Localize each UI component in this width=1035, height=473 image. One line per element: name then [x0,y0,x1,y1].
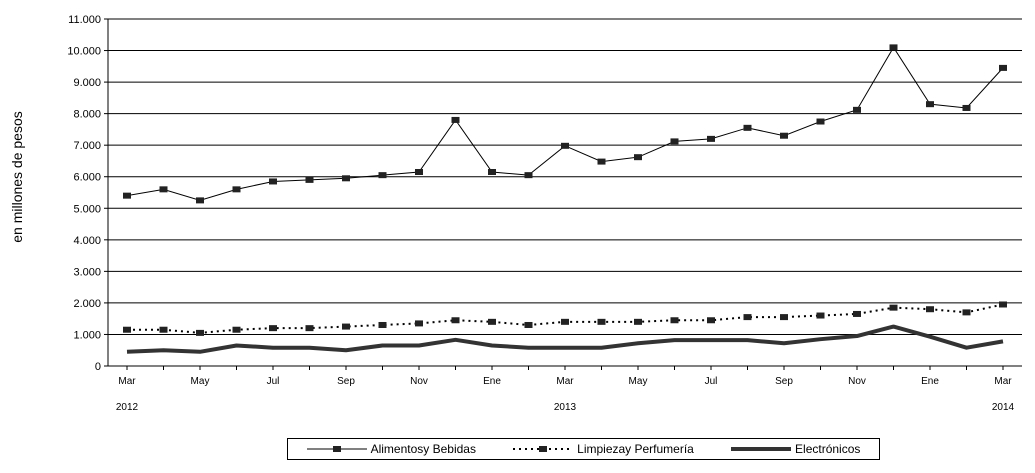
legend-line-dotted-marker-icon [513,446,574,452]
data-point [196,329,204,336]
data-point [451,116,460,123]
data-point [889,44,898,51]
series-line [126,324,1004,354]
x-tick-label: May [629,376,648,387]
y-tick-label: 11.000 [68,14,101,26]
data-point [743,314,752,321]
x-tick-labels: Mar May Jul Sep Nov Ene Mar May Jul Sep Nov Ene Mar [118,376,1012,387]
data-point [926,306,934,313]
data-point [853,310,861,317]
data-point [488,168,496,175]
data-point [962,309,971,316]
legend-label: Alimentosy Bebidas [370,442,476,456]
data-point [123,326,131,333]
legend: Alimentosy Bebidas Limpiezay Perfumería … [287,438,880,460]
x-tick-label: Jul [705,376,718,387]
data-point [378,321,387,328]
x-tick-label: Nov [848,376,866,387]
x-tick-label: Sep [775,376,793,387]
data-point [853,106,861,113]
x-tick-label: May [191,376,210,387]
data-point [816,118,825,125]
year-label: 2012 [116,402,139,413]
data-point [707,317,715,324]
y-tick-label: 6.000 [73,172,101,184]
x-tick-label: Mar [556,376,574,387]
data-point [816,312,825,319]
data-point [305,325,314,332]
data-point [378,172,387,179]
legend-label: Limpiezay Perfumería [577,442,694,456]
data-point [561,142,569,149]
data-point [269,178,277,185]
gridlines [104,18,1022,370]
y-tick-label: 1.000 [73,329,101,341]
series-line [127,303,1004,334]
data-point [159,326,168,333]
legend-label: Electrónicos [795,442,861,456]
y-axis-label: en millones de pesos [9,111,25,243]
x-tick-label: Mar [994,376,1012,387]
legend-item-alimentos: Alimentosy Bebidas [306,442,476,456]
y-tick-label: 2.000 [73,298,101,310]
data-point [634,154,642,161]
data-point [232,186,241,193]
x-tick-label: Nov [410,376,428,387]
y-tick-label: 4.000 [73,235,101,247]
x-tick-label: Ene [483,376,501,387]
data-point [524,321,533,328]
data-point [999,64,1007,71]
series-group [123,44,1007,354]
year-label: 2013 [554,402,577,413]
data-point [926,101,934,108]
data-point [962,104,971,111]
x-tick-label: Jul [267,376,280,387]
y-tick-label: 7.000 [73,140,101,152]
data-point [889,304,898,311]
data-point [232,326,241,333]
series-line [126,46,1004,201]
line-chart: en millones de pesos 0 1.000 2.000 3.000 4.0… [9,14,1022,413]
data-point [707,135,715,142]
data-point [561,318,569,325]
data-point [597,158,606,165]
year-label: 2014 [992,402,1015,413]
year-labels: 2012 2013 2014 [116,402,1015,413]
legend-item-electronicos: Electrónicos [731,442,860,456]
data-point [597,318,606,325]
data-point [780,314,788,321]
x-tick-label: Sep [337,376,355,387]
data-point [743,124,752,131]
data-point [305,176,314,183]
legend-line-thick-icon [731,447,792,451]
data-point [451,317,460,324]
y-tick-labels: 0 1.000 2.000 3.000 4.000 5.000 6.000 7.000 8.00… [67,14,101,373]
data-point [488,318,496,325]
data-point [670,138,679,145]
data-point [269,325,277,332]
y-tick-label: 9.000 [73,77,101,89]
data-point [524,172,533,179]
data-point [999,301,1007,308]
data-point [634,318,642,325]
data-point [342,175,350,182]
x-tick-label: Ene [921,376,939,387]
data-point [415,168,423,175]
x-tick-label: Mar [118,376,136,387]
data-point [196,197,204,204]
legend-item-limpieza: Limpiezay Perfumería [513,442,694,456]
data-point [415,320,423,327]
legend-line-solid-marker-icon [306,446,367,452]
data-point [342,323,350,330]
y-tick-label: 5.000 [73,203,101,215]
y-tick-label: 3.000 [73,266,101,278]
data-point [780,132,788,139]
data-point [123,192,131,199]
data-point [670,317,679,324]
y-tick-label: 10.000 [67,46,101,58]
y-tick-label: 8.000 [73,109,101,121]
y-tick-label: 0 [95,361,101,373]
data-point [159,186,168,193]
